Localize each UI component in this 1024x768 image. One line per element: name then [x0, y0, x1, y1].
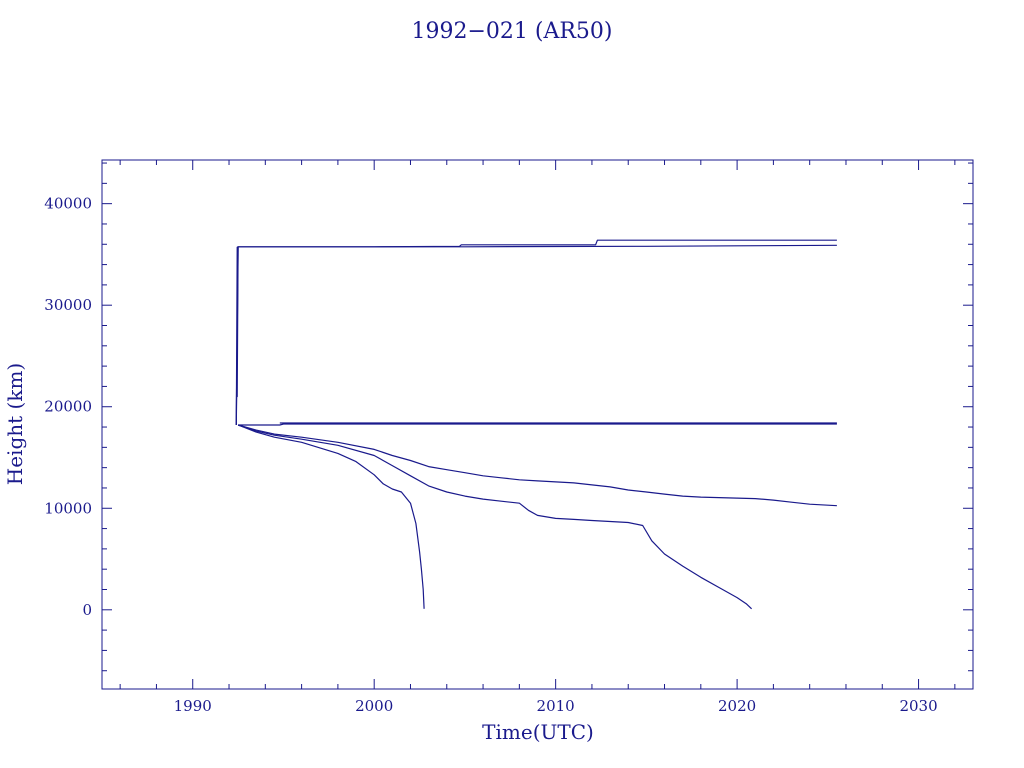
- x-tick-label: 2030: [899, 697, 937, 715]
- x-tick-label: 2000: [355, 697, 393, 715]
- tick-labels: 1990 2000 2010 2020 2030 0 10000 20000 30000 4000…: [44, 195, 937, 715]
- series-line-1: [235, 239, 837, 426]
- series-line-7: [237, 424, 753, 610]
- y-tick-label: 20000: [44, 398, 92, 416]
- x-tick-label: 1990: [174, 697, 212, 715]
- x-axis-label: Time(UTC): [482, 720, 594, 744]
- series-line-3: [235, 246, 239, 426]
- chart-title: 1992−021 (AR50): [411, 19, 612, 44]
- data-series: [235, 239, 837, 610]
- series-line-4: [238, 423, 837, 426]
- plot-frame: [101, 159, 974, 690]
- series-line-2: [235, 244, 837, 426]
- y-tick-label: 40000: [44, 195, 92, 213]
- x-tick-label: 2020: [718, 697, 756, 715]
- y-tick-label: 30000: [44, 296, 92, 314]
- axis-ticks: [102, 160, 973, 689]
- series-line-8: [237, 424, 425, 609]
- series-line-6: [237, 424, 837, 507]
- y-axis-label: Height (km): [3, 363, 27, 485]
- x-tick-label: 2010: [537, 697, 575, 715]
- y-tick-label: 10000: [44, 499, 92, 517]
- y-tick-label: 0: [82, 601, 92, 619]
